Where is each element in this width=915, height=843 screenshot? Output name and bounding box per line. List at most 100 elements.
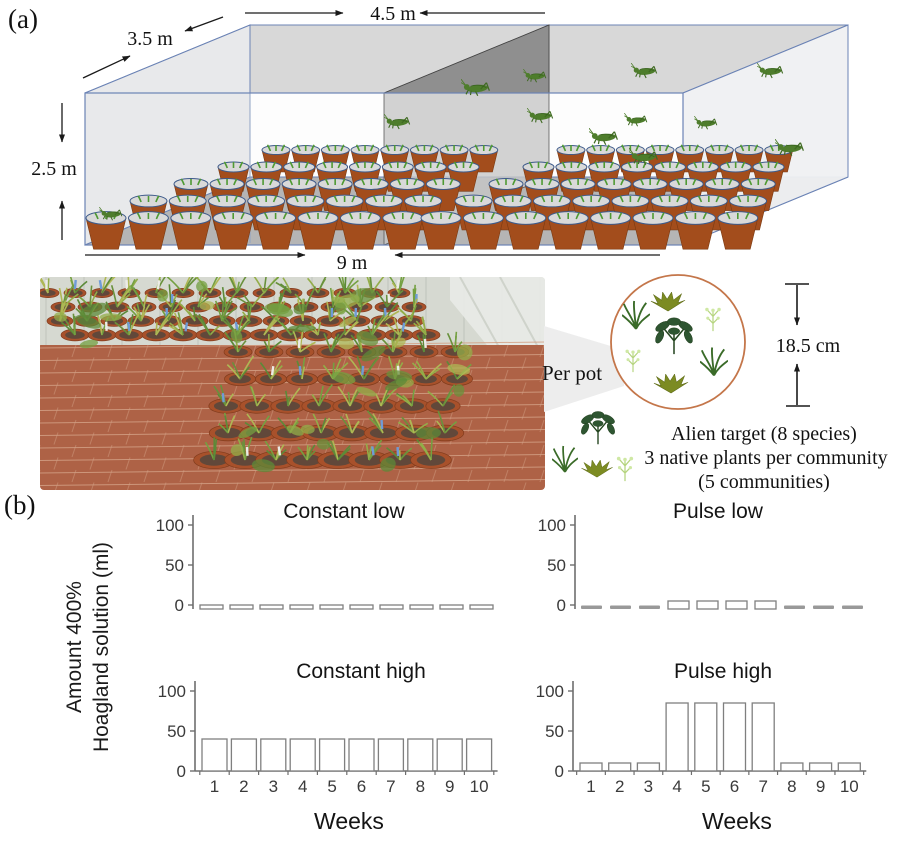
- seedling-icon: [575, 144, 581, 152]
- pot: [674, 211, 716, 250]
- seedling-icon: [289, 161, 294, 169]
- chart-title: Pulse high: [674, 660, 772, 683]
- plant-tag: [170, 293, 174, 304]
- seedling-icon: [337, 161, 342, 169]
- seedling-icon: [399, 144, 404, 152]
- seedling-icon: [490, 212, 496, 220]
- seedling-icon: [683, 212, 689, 220]
- plant-tag: [298, 366, 302, 376]
- photo-pot: [316, 298, 347, 327]
- seedling-icon: [137, 195, 142, 203]
- photo-pot: [410, 437, 452, 469]
- y-tick-label: 50: [547, 556, 566, 575]
- photo-pot: [208, 412, 248, 442]
- pot: [339, 211, 381, 250]
- seedling-icon: [676, 195, 681, 203]
- seedling-icon: [221, 212, 226, 220]
- bar: [780, 762, 804, 772]
- plant-tag: [380, 419, 384, 430]
- seedling-icon: [747, 178, 753, 186]
- seedling-icon: [412, 195, 417, 203]
- seedling-icon: [390, 195, 395, 203]
- seedling-icon: [540, 195, 546, 203]
- seedling-icon: [403, 161, 408, 169]
- photo-pot: [285, 329, 316, 359]
- pot: [632, 211, 674, 250]
- bar: [754, 600, 777, 610]
- plant-tag: [98, 279, 103, 290]
- seedling-icon: [420, 161, 426, 169]
- bar: [289, 738, 316, 772]
- x-tick-label: 9: [445, 777, 454, 796]
- seedling-icon: [429, 195, 435, 203]
- seedling-icon: [597, 195, 603, 203]
- legend-line-2: 3 native plants per community: [644, 447, 887, 469]
- seedling-icon: [256, 161, 261, 169]
- y-tick-label: 0: [557, 596, 566, 615]
- cage-pot-array: [85, 144, 794, 250]
- photo-pot: [168, 312, 198, 342]
- seedling-icon: [702, 212, 708, 220]
- pot: [212, 211, 254, 250]
- bar: [349, 604, 374, 610]
- photo-pot: [286, 357, 318, 386]
- seedling-icon: [519, 195, 524, 203]
- plant-tag: [396, 279, 400, 289]
- seedling-icon: [639, 178, 645, 186]
- plant-tag: [127, 321, 131, 332]
- seedling-icon: [480, 195, 485, 203]
- seedling-icon: [310, 144, 315, 152]
- seedling-icon: [233, 195, 238, 203]
- x-tick-label: 6: [357, 777, 366, 796]
- pot: [382, 211, 424, 250]
- plant-tag: [401, 322, 406, 332]
- seedling-icon: [360, 178, 366, 186]
- per-pot-circle: [610, 274, 746, 410]
- seedling-icon: [324, 178, 330, 186]
- dim-bottom-length-label: 9 m: [337, 252, 368, 274]
- chart-pulse_low: Pulse low 0 50 100: [538, 500, 863, 615]
- per-pot-label: Per pot: [542, 361, 602, 385]
- plant-tag: [423, 338, 427, 348]
- pot: [717, 211, 759, 250]
- pot: [85, 211, 127, 250]
- plant-tag: [45, 279, 48, 289]
- seedling-icon: [694, 144, 699, 152]
- species-legend: Alien target (8 species) 3 native plants…: [552, 410, 888, 493]
- seedling-icon: [240, 212, 245, 220]
- photo-pot: [286, 444, 328, 469]
- seedling-icon: [304, 161, 310, 169]
- photo-pot: [332, 413, 372, 442]
- photo-pot: [255, 359, 287, 386]
- seedling-icon: [501, 195, 507, 203]
- x-tick-label: 3: [269, 777, 278, 796]
- bar: [318, 738, 346, 772]
- seedling-icon: [514, 212, 519, 220]
- seedling-icon: [556, 212, 561, 220]
- seedling-icon: [512, 178, 517, 186]
- seedling-icon: [728, 178, 733, 186]
- per-pot-circle-outline: [610, 274, 746, 410]
- seedling-icon: [216, 178, 221, 186]
- dimension-arrows: [59, 10, 660, 258]
- seedling-icon: [453, 161, 459, 169]
- chart-constant_high: Constant high 0 50 100 1 2 3 4 5 6 7 8 9 10 Weeks: [158, 660, 498, 834]
- photo-pot: [87, 314, 117, 342]
- bar: [229, 604, 254, 610]
- seedling-icon: [387, 161, 393, 169]
- seedling-icon: [576, 161, 582, 169]
- seedling-icon: [591, 144, 596, 152]
- bar: [465, 738, 493, 772]
- y-tick-label: 100: [156, 516, 184, 535]
- y-tick-label: 50: [545, 722, 564, 741]
- seedling-icon: [660, 212, 665, 220]
- seedling-icon: [561, 144, 567, 152]
- dim-height-label: 2.5 m: [31, 158, 77, 180]
- bar: [581, 605, 602, 609]
- seedling-icon: [725, 161, 731, 169]
- bar: [813, 605, 834, 609]
- seedling-icon: [635, 144, 640, 152]
- seedling-icon: [754, 195, 760, 203]
